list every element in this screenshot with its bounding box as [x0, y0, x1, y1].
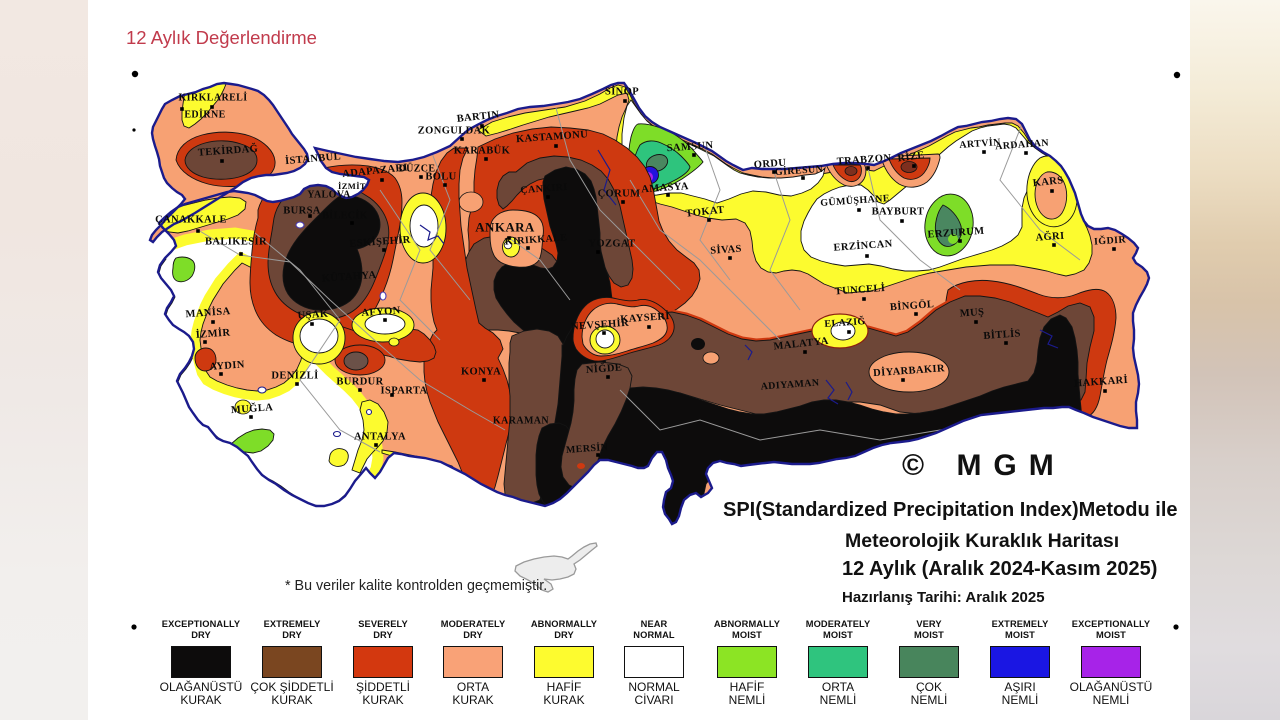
- svg-text:ERZİNCAN: ERZİNCAN: [833, 238, 893, 254]
- svg-text:İZMİR: İZMİR: [195, 327, 230, 341]
- svg-text:ÇANAKKALE: ÇANAKKALE: [155, 215, 227, 226]
- svg-text:ADIYAMAN: ADIYAMAN: [760, 377, 820, 392]
- svg-text:DÜZCE: DÜZCE: [398, 162, 435, 175]
- svg-text:TRABZON: TRABZON: [836, 153, 891, 168]
- svg-text:SAMSUN: SAMSUN: [666, 140, 713, 154]
- svg-text:BURDUR: BURDUR: [336, 377, 383, 388]
- svg-text:KARABÜK: KARABÜK: [454, 144, 511, 157]
- svg-text:MERSİN: MERSİN: [565, 441, 609, 456]
- svg-text:MUĞLA: MUĞLA: [230, 400, 273, 416]
- svg-text:KARAMAN: KARAMAN: [493, 416, 550, 427]
- svg-text:KIRIKKALE: KIRIKKALE: [505, 232, 568, 247]
- svg-text:IĞDIR: IĞDIR: [1094, 232, 1127, 247]
- svg-text:ESKİŞEHİR: ESKİŞEHİR: [349, 234, 411, 250]
- svg-text:AMASYA: AMASYA: [641, 181, 689, 195]
- svg-text:DENİZLİ: DENİZLİ: [271, 370, 318, 382]
- svg-text:TUNCELİ: TUNCELİ: [834, 282, 885, 298]
- svg-text:ANTALYA: ANTALYA: [354, 432, 406, 443]
- svg-text:AYDIN: AYDIN: [209, 359, 245, 372]
- svg-text:DİYARBAKIR: DİYARBAKIR: [873, 362, 946, 379]
- svg-text:AFYON: AFYON: [361, 305, 401, 319]
- svg-text:ANKARA: ANKARA: [475, 220, 535, 235]
- svg-text:BAYBURT: BAYBURT: [872, 207, 925, 218]
- svg-text:İSTANBUL: İSTANBUL: [285, 150, 342, 167]
- svg-text:MUŞ: MUŞ: [959, 307, 984, 320]
- svg-text:TEKİRDAĞ: TEKİRDAĞ: [197, 142, 258, 159]
- svg-text:UŞAK: UŞAK: [297, 309, 329, 322]
- svg-text:MANİSA: MANİSA: [185, 305, 231, 320]
- svg-text:ZONGULDAK: ZONGULDAK: [418, 126, 491, 137]
- svg-text:KONYA: KONYA: [461, 367, 501, 378]
- svg-text:BALIKESİR: BALIKESİR: [205, 236, 267, 248]
- svg-text:NİĞDE: NİĞDE: [585, 360, 622, 376]
- svg-text:KAYSERİ: KAYSERİ: [620, 310, 670, 325]
- svg-text:ARTVİN: ARTVİN: [959, 136, 1002, 151]
- svg-text:BOLU: BOLU: [425, 172, 456, 183]
- svg-text:KASTAMONU: KASTAMONU: [516, 129, 589, 145]
- svg-text:YALOVA: YALOVA: [307, 190, 351, 201]
- svg-text:BURSA: BURSA: [283, 206, 321, 217]
- svg-text:YOZGAT: YOZGAT: [588, 239, 635, 250]
- svg-text:RİZE: RİZE: [897, 149, 926, 165]
- svg-text:SİNOP: SİNOP: [605, 86, 639, 98]
- svg-text:ELAZIĞ: ELAZIĞ: [824, 314, 866, 330]
- svg-text:TOKAT: TOKAT: [685, 205, 725, 220]
- svg-text:ÇANKIRI: ÇANKIRI: [520, 182, 568, 196]
- svg-text:KARS: KARS: [1032, 175, 1064, 189]
- svg-text:KIRKLARELİ: KIRKLARELİ: [178, 92, 247, 104]
- svg-text:ERZURUM: ERZURUM: [927, 226, 985, 241]
- svg-text:HAKKARİ: HAKKARİ: [1074, 374, 1129, 390]
- svg-text:ARDAHAN: ARDAHAN: [995, 138, 1050, 153]
- svg-text:BİLECİK: BİLECİK: [322, 210, 368, 222]
- svg-text:EDİRNE: EDİRNE: [184, 109, 225, 121]
- svg-text:NEVŞEHİR: NEVŞEHİR: [571, 317, 630, 333]
- svg-text:İZMİT: İZMİT: [338, 181, 366, 191]
- svg-text:SİVAS: SİVAS: [710, 243, 742, 257]
- svg-text:BİNGÖL: BİNGÖL: [889, 297, 934, 313]
- svg-text:GİRESUN: GİRESUN: [774, 163, 823, 178]
- svg-text:ORDU: ORDU: [753, 158, 786, 171]
- svg-text:ISPARTA: ISPARTA: [381, 386, 428, 397]
- svg-text:KÜTAHYA: KÜTAHYA: [321, 268, 377, 285]
- svg-text:ÇORUM: ÇORUM: [598, 189, 641, 200]
- svg-text:BİTLİS: BİTLİS: [983, 327, 1021, 342]
- svg-text:BARTIN: BARTIN: [456, 109, 500, 124]
- svg-text:AĞRI: AĞRI: [1035, 229, 1065, 244]
